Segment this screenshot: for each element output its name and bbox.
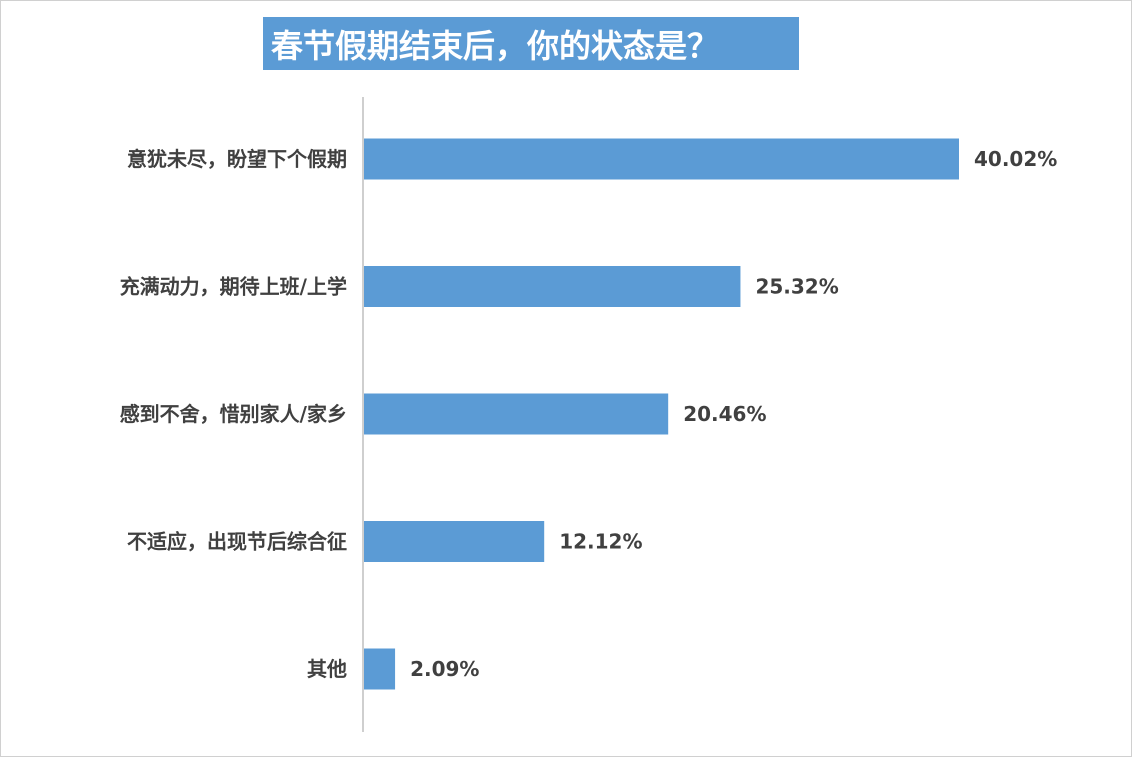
value-label: 12.12% (559, 530, 642, 554)
bar (364, 648, 396, 690)
bar (364, 521, 545, 562)
category-label: 充满动力，期待上班/上学 (120, 275, 347, 299)
chart-title-box: 春节假期结束后，你的状态是？ (263, 17, 799, 70)
value-label: 25.32% (755, 275, 838, 299)
value-label: 20.46% (683, 402, 766, 426)
chart-title: 春节假期结束后，你的状态是？ (271, 26, 720, 65)
bar (364, 138, 959, 180)
category-label: 不适应，出现节后综合征 (127, 530, 347, 554)
bar (364, 266, 741, 307)
value-label: 40.02% (974, 147, 1057, 171)
category-labels-group: 意犹未尽，盼望下个假期充满动力，期待上班/上学感到不舍，惜别家人/家乡不适应，出… (120, 147, 347, 681)
bars-group (364, 138, 959, 690)
value-label: 2.09% (410, 657, 479, 681)
category-label: 意犹未尽，盼望下个假期 (127, 147, 347, 171)
category-label: 其他 (307, 657, 347, 681)
category-label: 感到不舍，惜别家人/家乡 (120, 402, 347, 426)
bar (364, 393, 669, 435)
value-labels-group: 40.02% 25.32% 20.46% 12.12% 2.09% (410, 147, 1057, 681)
